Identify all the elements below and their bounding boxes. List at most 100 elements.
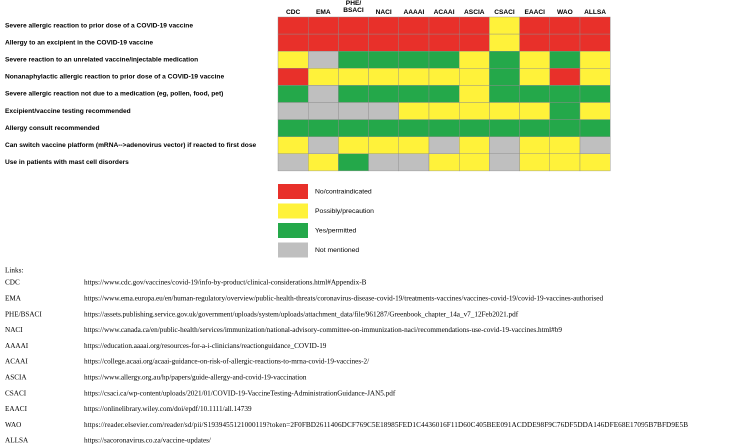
legend-swatch xyxy=(278,242,308,258)
cell xyxy=(549,85,581,103)
cell xyxy=(277,102,309,120)
column-header: ACAAI xyxy=(434,9,455,16)
cell xyxy=(398,102,430,120)
cell xyxy=(277,153,309,172)
cell xyxy=(489,153,520,172)
cell xyxy=(549,153,581,172)
column-header: EAACI xyxy=(524,9,545,16)
cell xyxy=(338,51,369,69)
cell xyxy=(519,85,550,103)
link-name: PHE/BSACI xyxy=(5,310,42,318)
cell xyxy=(489,16,520,35)
row-label: Severe allergic reaction not due to a me… xyxy=(5,91,223,98)
cell xyxy=(368,136,400,154)
cell xyxy=(368,85,400,103)
link-url: https://college.acaai.org/acaai-guidance… xyxy=(84,358,369,366)
link-name: WAO xyxy=(5,421,21,429)
cell xyxy=(338,85,369,103)
legend-label: Possibly/precaution xyxy=(315,208,374,215)
cell xyxy=(277,51,309,69)
cell xyxy=(519,51,550,69)
cell xyxy=(368,102,400,120)
cell xyxy=(308,136,339,154)
cell xyxy=(338,136,369,154)
row-label: Severe allergic reaction to prior dose o… xyxy=(5,22,193,29)
column-header: ASCIA xyxy=(464,9,485,16)
cell xyxy=(579,33,611,52)
cell xyxy=(338,16,369,35)
links-title: Links: xyxy=(5,267,23,275)
cell xyxy=(519,16,550,35)
cell xyxy=(308,51,339,69)
column-header: AAAAI xyxy=(403,9,424,16)
cell xyxy=(398,153,430,172)
cell xyxy=(579,68,611,86)
legend-label: No/contraindicated xyxy=(315,188,372,195)
cell xyxy=(519,68,550,86)
column-header: PHE/BSACI xyxy=(343,0,364,14)
cell xyxy=(277,119,309,137)
row-label: Use in patients with mast cell disorders xyxy=(5,159,129,166)
cell xyxy=(308,16,339,35)
row-label: Can switch vaccine platform (mRNA-->aden… xyxy=(5,142,257,149)
column-header: NACI xyxy=(376,9,392,16)
cell xyxy=(428,33,460,52)
link-url: https://reader.elsevier.com/reader/sd/pi… xyxy=(84,421,688,429)
cell xyxy=(579,153,611,172)
link-url: https://www.canada.ca/en/public-health/s… xyxy=(84,326,562,334)
cell xyxy=(489,85,520,103)
cell xyxy=(428,16,460,35)
cell xyxy=(519,119,550,137)
cell xyxy=(549,136,581,154)
cell xyxy=(579,16,611,35)
cell xyxy=(398,51,430,69)
link-url: https://csaci.ca/wp-content/uploads/2021… xyxy=(84,389,396,397)
cell xyxy=(459,85,490,103)
link-url: https://education.aaaai.org/resources-fo… xyxy=(84,342,327,350)
cell xyxy=(308,85,339,103)
column-header: ALLSA xyxy=(584,9,606,16)
link-url: https://onlinelibrary.wiley.com/doi/epdf… xyxy=(84,405,252,413)
legend-swatch xyxy=(278,184,308,199)
cell xyxy=(428,119,460,137)
column-header: WAO xyxy=(557,9,573,16)
cell xyxy=(428,136,460,154)
row-label: Allergy consult recommended xyxy=(5,125,100,132)
legend-label: Not mentioned xyxy=(315,247,359,254)
row-label: Severe reaction to an unrelated vaccine/… xyxy=(5,57,198,64)
row-label: Excipient/vaccine testing recommended xyxy=(5,108,131,115)
cell xyxy=(368,119,400,137)
cell xyxy=(489,33,520,52)
cell xyxy=(368,33,400,52)
link-url: https://www.cdc.gov/vaccines/covid-19/in… xyxy=(84,279,367,287)
cell xyxy=(428,85,460,103)
cell xyxy=(398,119,430,137)
cell xyxy=(459,102,490,120)
cell xyxy=(308,68,339,86)
cell xyxy=(489,119,520,137)
cell xyxy=(489,102,520,120)
link-name: ALLSA xyxy=(5,437,29,445)
cell xyxy=(308,153,339,172)
cell xyxy=(308,119,339,137)
link-name: EAACI xyxy=(5,405,28,413)
cell xyxy=(398,68,430,86)
cell xyxy=(368,51,400,69)
link-name: NACI xyxy=(5,326,23,334)
cell xyxy=(338,102,369,120)
cell xyxy=(398,85,430,103)
cell xyxy=(338,68,369,86)
cell xyxy=(398,33,430,52)
cell xyxy=(368,153,400,172)
legend-swatch xyxy=(278,223,308,238)
legend-swatch xyxy=(278,203,308,219)
column-header: EMA xyxy=(316,9,331,16)
cell xyxy=(489,51,520,69)
cell xyxy=(459,136,490,154)
link-name: ASCIA xyxy=(5,373,27,381)
cell xyxy=(308,33,339,52)
cell xyxy=(489,136,520,154)
cell xyxy=(489,68,520,86)
cell xyxy=(338,153,369,172)
